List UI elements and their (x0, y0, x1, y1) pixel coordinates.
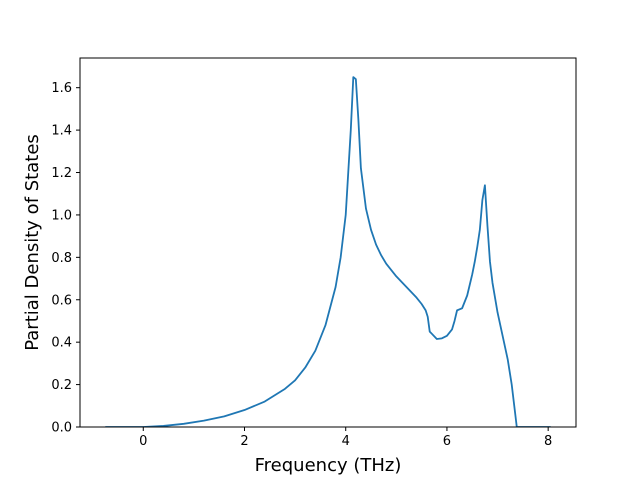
y-tick-label: 0.6 (51, 293, 72, 308)
y-axis-label: Partial Density of States (22, 134, 43, 351)
y-tick-label: 0.2 (51, 378, 72, 393)
y-tick-label: 1.4 (51, 124, 72, 139)
x-tick-label: 0 (139, 434, 147, 449)
tick-layer: 0 2 4 6 8 0.0 0.2 0.4 0.6 0.8 1.0 1.2 1.4 1.6 (51, 81, 552, 449)
pdos-series-line (105, 76, 551, 427)
y-tick-label: 0.8 (51, 251, 72, 266)
x-tick-label: 2 (240, 434, 248, 449)
y-tick-label: 1.6 (51, 81, 72, 96)
x-axis-label: Frequency (THz) (255, 455, 402, 476)
y-tick-label: 0.0 (51, 421, 72, 436)
y-tick-label: 1.2 (51, 166, 72, 181)
axes-frame (79, 57, 577, 428)
y-tick-label: 0.4 (51, 336, 72, 351)
plot-area (105, 76, 551, 427)
x-tick-label: 6 (443, 434, 451, 449)
x-tick-label: 4 (342, 434, 350, 449)
x-tick-label: 8 (544, 434, 552, 449)
y-tick-label: 1.0 (51, 208, 72, 223)
